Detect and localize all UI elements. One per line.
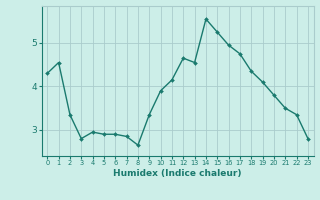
X-axis label: Humidex (Indice chaleur): Humidex (Indice chaleur) bbox=[113, 169, 242, 178]
